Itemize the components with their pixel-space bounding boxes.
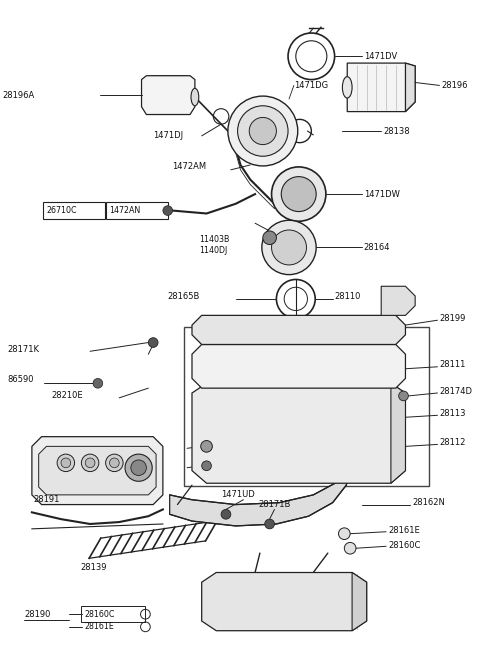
Text: 28112: 28112 xyxy=(439,438,466,447)
Circle shape xyxy=(93,379,103,388)
Circle shape xyxy=(238,106,288,157)
Text: 28161G: 28161G xyxy=(125,462,158,471)
Circle shape xyxy=(109,458,119,468)
Text: 28113: 28113 xyxy=(439,409,466,418)
Circle shape xyxy=(201,441,212,452)
Circle shape xyxy=(148,338,158,347)
Text: 1140DJ: 1140DJ xyxy=(199,246,227,255)
Circle shape xyxy=(338,528,350,540)
Circle shape xyxy=(262,220,316,274)
Polygon shape xyxy=(352,572,367,631)
Circle shape xyxy=(106,454,123,472)
Circle shape xyxy=(85,458,95,468)
Text: 28196A: 28196A xyxy=(3,90,35,100)
Text: 28171K: 28171K xyxy=(8,345,40,354)
Circle shape xyxy=(272,167,326,221)
Text: 28164: 28164 xyxy=(364,243,390,252)
FancyBboxPatch shape xyxy=(184,327,429,486)
Polygon shape xyxy=(192,345,406,388)
Text: 26710C: 26710C xyxy=(47,206,77,215)
Polygon shape xyxy=(391,383,406,483)
Text: 28111: 28111 xyxy=(439,360,466,369)
Polygon shape xyxy=(39,446,156,495)
Text: 28174D: 28174D xyxy=(439,386,472,396)
Text: 28161E: 28161E xyxy=(388,526,420,535)
Text: 28160C: 28160C xyxy=(388,541,420,550)
Polygon shape xyxy=(153,76,190,80)
Circle shape xyxy=(163,206,173,215)
Polygon shape xyxy=(202,572,367,631)
Text: 1471DW: 1471DW xyxy=(364,189,400,198)
Text: 28138: 28138 xyxy=(383,126,410,136)
Polygon shape xyxy=(169,347,364,526)
Text: 28161E: 28161E xyxy=(84,622,114,631)
Polygon shape xyxy=(192,315,406,345)
Circle shape xyxy=(265,519,275,529)
Text: 1472AN: 1472AN xyxy=(109,206,141,215)
Circle shape xyxy=(61,458,71,468)
Text: 86590: 86590 xyxy=(8,375,34,384)
FancyBboxPatch shape xyxy=(82,607,145,622)
Circle shape xyxy=(82,454,99,472)
Text: 1471DV: 1471DV xyxy=(364,52,397,61)
Polygon shape xyxy=(347,63,415,111)
Text: 28210E: 28210E xyxy=(51,392,83,400)
Circle shape xyxy=(228,96,298,166)
Text: 28171B: 28171B xyxy=(258,500,290,509)
Circle shape xyxy=(57,454,74,472)
Circle shape xyxy=(202,461,211,471)
Text: 28160B: 28160B xyxy=(125,441,157,450)
Text: 28160C: 28160C xyxy=(84,610,115,619)
Polygon shape xyxy=(381,286,415,315)
Text: 1471UD: 1471UD xyxy=(221,491,255,499)
Circle shape xyxy=(249,117,276,145)
Circle shape xyxy=(221,510,231,519)
Text: 28162N: 28162N xyxy=(412,498,445,507)
Text: 28110: 28110 xyxy=(335,292,361,301)
Ellipse shape xyxy=(191,88,199,106)
Polygon shape xyxy=(406,63,415,111)
Polygon shape xyxy=(32,437,163,504)
Polygon shape xyxy=(192,383,406,483)
Text: 28139: 28139 xyxy=(81,563,107,572)
Text: 1472AM: 1472AM xyxy=(173,162,207,172)
Circle shape xyxy=(131,460,146,476)
Text: 1471DG: 1471DG xyxy=(294,81,328,90)
Circle shape xyxy=(263,231,276,244)
Circle shape xyxy=(272,230,307,265)
Text: 28190: 28190 xyxy=(24,610,50,619)
FancyBboxPatch shape xyxy=(106,202,168,219)
Text: 28196: 28196 xyxy=(441,81,468,90)
Text: 28165B: 28165B xyxy=(168,292,200,301)
Text: 1471DC: 1471DC xyxy=(71,463,104,472)
Circle shape xyxy=(125,454,152,481)
Circle shape xyxy=(281,177,316,212)
Circle shape xyxy=(399,391,408,401)
Text: 28191: 28191 xyxy=(34,495,60,504)
Text: 11403B: 11403B xyxy=(199,235,229,244)
FancyBboxPatch shape xyxy=(43,202,105,219)
Ellipse shape xyxy=(342,77,352,98)
Text: 1471DJ: 1471DJ xyxy=(153,132,183,140)
Circle shape xyxy=(344,542,356,554)
Text: 28199: 28199 xyxy=(439,314,466,323)
Polygon shape xyxy=(142,76,195,115)
